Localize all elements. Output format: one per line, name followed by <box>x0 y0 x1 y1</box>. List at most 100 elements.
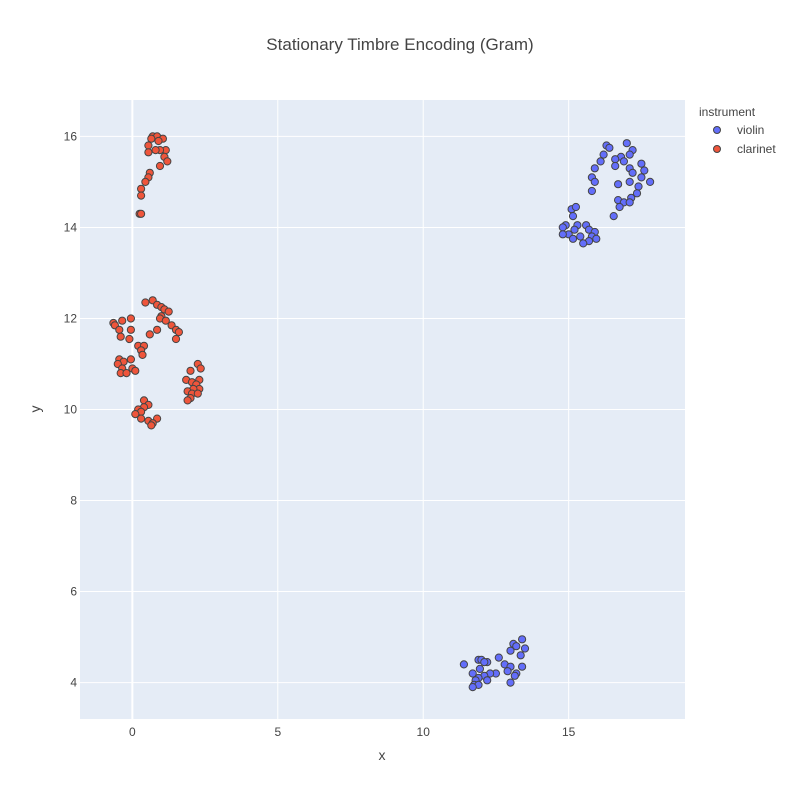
data-point-violin[interactable] <box>518 635 527 644</box>
data-point-violin[interactable] <box>625 198 634 207</box>
data-point-clarinet[interactable] <box>174 328 183 337</box>
x-tick-label: 15 <box>562 725 576 739</box>
data-point-clarinet[interactable] <box>164 307 173 316</box>
data-point-violin[interactable] <box>576 232 585 241</box>
data-point-violin[interactable] <box>520 644 530 653</box>
data-point-clarinet[interactable] <box>118 316 127 325</box>
data-point-violin[interactable] <box>480 658 489 667</box>
data-point-violin[interactable] <box>646 177 655 186</box>
data-point-clarinet[interactable] <box>163 157 172 166</box>
data-point-violin[interactable] <box>506 646 515 655</box>
data-point-violin[interactable] <box>587 186 597 196</box>
data-point-clarinet[interactable] <box>116 332 125 341</box>
data-point-clarinet[interactable] <box>151 146 160 155</box>
y-tick-label: 12 <box>64 311 78 325</box>
data-point-violin[interactable] <box>590 177 599 186</box>
data-point-clarinet[interactable] <box>144 141 153 150</box>
data-point-clarinet[interactable] <box>147 421 156 430</box>
x-tick-label: 10 <box>417 725 431 739</box>
data-point-violin[interactable] <box>558 230 567 239</box>
data-point-violin[interactable] <box>459 660 468 669</box>
y-tick-label: 16 <box>64 129 78 143</box>
data-point-violin[interactable] <box>596 157 605 166</box>
series-clarinet <box>109 132 205 430</box>
data-point-violin[interactable] <box>640 166 649 175</box>
data-point-clarinet[interactable] <box>145 330 154 339</box>
data-point-violin[interactable] <box>611 155 620 164</box>
data-point-clarinet[interactable] <box>137 414 146 423</box>
data-point-violin[interactable] <box>571 202 581 212</box>
data-point-violin[interactable] <box>634 182 643 191</box>
data-point-clarinet[interactable] <box>126 325 135 334</box>
data-point-clarinet[interactable] <box>125 334 134 344</box>
data-point-clarinet[interactable] <box>137 184 146 193</box>
data-point-violin[interactable] <box>611 161 620 171</box>
y-tick-labels: 4 6 8 10 12 14 16 <box>64 129 78 689</box>
data-point-clarinet[interactable] <box>141 177 150 186</box>
data-point-clarinet[interactable] <box>126 314 135 323</box>
data-point-violin[interactable] <box>483 676 492 685</box>
data-point-violin[interactable] <box>625 177 634 186</box>
data-point-violin[interactable] <box>503 667 512 676</box>
legend-label-violin: violin <box>737 123 764 137</box>
data-point-violin[interactable] <box>622 139 631 148</box>
y-tick-label: 6 <box>70 585 77 599</box>
data-point-violin[interactable] <box>632 189 642 198</box>
data-point-clarinet[interactable] <box>137 191 146 200</box>
data-point-clarinet[interactable] <box>144 148 153 157</box>
data-point-clarinet[interactable] <box>161 316 170 325</box>
x-tick-label: 0 <box>129 725 136 739</box>
data-point-clarinet[interactable] <box>131 410 140 419</box>
data-point-violin[interactable] <box>510 671 519 680</box>
data-point-clarinet[interactable] <box>183 396 192 405</box>
data-point-clarinet[interactable] <box>154 136 163 146</box>
data-point-violin[interactable] <box>516 651 525 660</box>
data-point-clarinet[interactable] <box>115 325 124 334</box>
data-point-violin[interactable] <box>518 662 527 671</box>
data-point-violin[interactable] <box>475 664 484 674</box>
legend-item-clarinet[interactable]: clarinet <box>713 142 777 156</box>
data-point-violin[interactable] <box>599 150 608 159</box>
series-violin <box>459 139 655 692</box>
legend: instrument violin clarinet <box>699 105 776 156</box>
data-point-violin[interactable] <box>579 239 588 248</box>
data-point-violin[interactable] <box>619 157 629 166</box>
data-point-clarinet[interactable] <box>193 389 202 398</box>
data-point-violin[interactable] <box>512 642 521 651</box>
data-point-violin[interactable] <box>592 234 601 243</box>
data-point-clarinet[interactable] <box>122 369 131 378</box>
data-point-clarinet[interactable] <box>126 355 135 364</box>
data-point-violin[interactable] <box>468 683 477 692</box>
data-point-violin[interactable] <box>590 164 599 173</box>
data-point-violin[interactable] <box>605 143 614 152</box>
data-point-violin[interactable] <box>615 202 624 212</box>
data-point-clarinet[interactable] <box>131 366 140 375</box>
data-point-violin[interactable] <box>570 225 579 234</box>
data-point-clarinet[interactable] <box>196 364 205 373</box>
data-point-violin[interactable] <box>614 180 623 189</box>
data-point-clarinet[interactable] <box>147 134 156 143</box>
data-point-violin[interactable] <box>558 223 567 232</box>
data-point-violin[interactable] <box>568 234 578 243</box>
data-point-violin[interactable] <box>609 212 618 221</box>
y-axis-label: y <box>27 406 43 413</box>
data-point-violin[interactable] <box>637 173 646 182</box>
data-point-violin[interactable] <box>494 653 503 662</box>
data-point-violin[interactable] <box>625 150 634 159</box>
y-tick-label: 8 <box>70 494 77 508</box>
data-point-violin[interactable] <box>568 212 578 221</box>
data-point-clarinet[interactable] <box>138 350 147 359</box>
data-point-violin[interactable] <box>506 678 515 687</box>
data-point-clarinet[interactable] <box>141 298 150 307</box>
data-point-violin[interactable] <box>637 159 646 168</box>
data-point-clarinet[interactable] <box>137 209 146 218</box>
legend-label-clarinet: clarinet <box>737 142 776 156</box>
data-point-clarinet[interactable] <box>155 161 165 171</box>
x-tick-labels: 0 5 10 15 <box>129 725 576 739</box>
data-point-clarinet[interactable] <box>186 366 195 375</box>
data-point-violin[interactable] <box>468 669 477 678</box>
data-point-clarinet[interactable] <box>171 334 181 344</box>
data-point-violin[interactable] <box>628 168 637 177</box>
legend-item-violin[interactable]: violin <box>713 123 765 137</box>
data-point-clarinet[interactable] <box>153 325 162 334</box>
